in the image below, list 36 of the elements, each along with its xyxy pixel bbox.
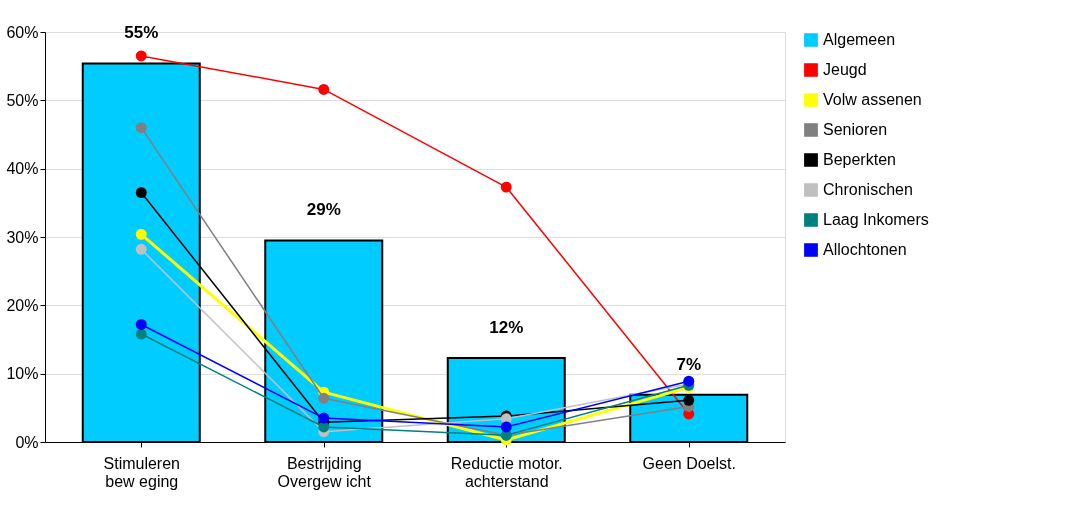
y-tick-label: 30% — [6, 228, 39, 246]
point — [135, 122, 147, 134]
data-label: 7% — [676, 354, 702, 374]
legend-label: Senioren — [823, 121, 888, 138]
point — [683, 394, 695, 406]
legend-label: Jeugd — [823, 61, 867, 78]
y-tick-label: 20% — [6, 296, 39, 314]
legend-label: Chronischen — [823, 181, 913, 198]
data-label: 12% — [489, 317, 524, 337]
point — [135, 50, 147, 62]
point — [500, 421, 512, 433]
y-tick-label: 50% — [6, 91, 39, 109]
legend-label: Allochtonen — [823, 241, 907, 258]
legend-label: Volw assenen — [823, 91, 922, 108]
legend-label: Algemeen — [823, 31, 896, 48]
legend-label: Beperkten — [823, 151, 896, 168]
data-label: 55% — [124, 23, 159, 43]
point — [135, 228, 147, 240]
x-tick-label: Reductie motor. achterstand — [450, 454, 563, 490]
point — [318, 83, 330, 95]
point — [500, 181, 512, 193]
y-tick-label: 60% — [6, 23, 39, 41]
y-tick-label: 0% — [15, 433, 39, 451]
point — [318, 392, 330, 404]
point — [135, 243, 147, 255]
y-tick-label: 10% — [6, 365, 39, 383]
x-tick-label: Geen Doelst. — [642, 454, 736, 472]
point — [135, 187, 147, 199]
legend-label: Laag Inkomers — [823, 211, 929, 228]
point — [318, 412, 330, 424]
x-tick-label: Bestrijding Overgew icht — [277, 454, 372, 490]
x-tick-label: Stimuleren bew eging — [103, 454, 180, 490]
point — [135, 328, 147, 340]
y-tick-label: 40% — [6, 160, 39, 178]
data-label: 29% — [306, 200, 341, 220]
point — [135, 319, 147, 330]
